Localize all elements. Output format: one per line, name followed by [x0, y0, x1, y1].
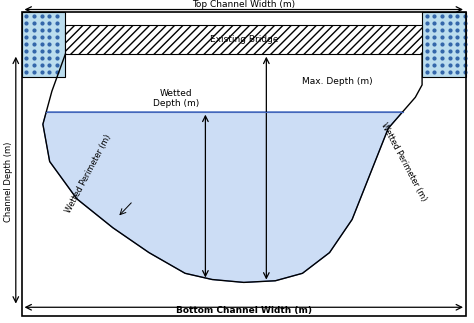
Text: Wetted Perimeter (m): Wetted Perimeter (m) — [64, 133, 112, 215]
Bar — [65, 25, 422, 54]
Text: Wetted Perimeter (m): Wetted Perimeter (m) — [380, 121, 428, 202]
Bar — [22, 12, 65, 77]
Text: Top Channel Width (m): Top Channel Width (m) — [192, 0, 295, 9]
Text: Existing Bridge: Existing Bridge — [210, 35, 278, 44]
Text: Channel Depth (m): Channel Depth (m) — [4, 142, 13, 223]
Text: West
Bank: West Bank — [32, 19, 57, 38]
Text: Max. Depth (m): Max. Depth (m) — [302, 77, 373, 86]
Text: Bottom Channel Width (m): Bottom Channel Width (m) — [176, 306, 312, 315]
Text: Wetted
Depth (m): Wetted Depth (m) — [153, 89, 199, 109]
Bar — [422, 12, 466, 77]
Polygon shape — [43, 112, 403, 282]
Text: East
Bank: East Bank — [430, 19, 456, 38]
